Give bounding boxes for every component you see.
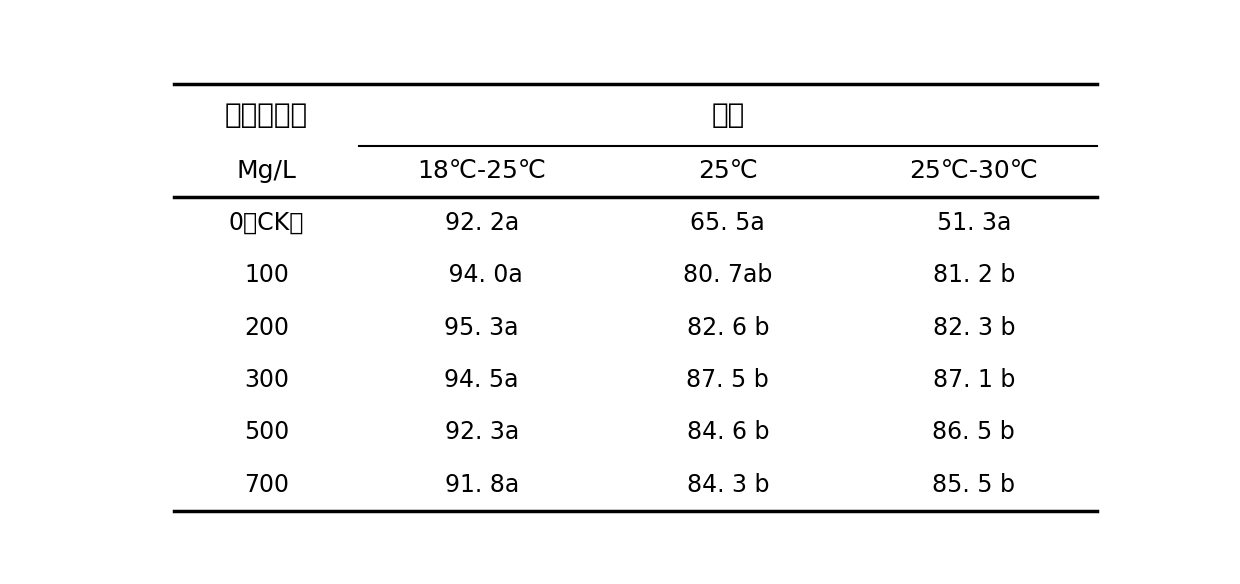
Text: 91. 8a: 91. 8a [445, 472, 518, 496]
Text: 95. 3a: 95. 3a [444, 315, 520, 340]
Text: 25℃: 25℃ [698, 159, 758, 183]
Text: 87. 5 b: 87. 5 b [687, 368, 769, 392]
Text: 65. 5a: 65. 5a [691, 211, 765, 235]
Text: 300: 300 [244, 368, 289, 392]
Text: 82. 3 b: 82. 3 b [932, 315, 1016, 340]
Text: 94. 0a: 94. 0a [441, 263, 522, 287]
Text: 51. 3a: 51. 3a [936, 211, 1011, 235]
Text: 温度: 温度 [711, 100, 744, 128]
Text: 84. 6 b: 84. 6 b [687, 420, 769, 444]
Text: 赤霞素浓度: 赤霞素浓度 [224, 100, 308, 128]
Text: 18℃-25℃: 18℃-25℃ [417, 159, 547, 183]
Text: 200: 200 [244, 315, 289, 340]
Text: 700: 700 [244, 472, 289, 496]
Text: 85. 5 b: 85. 5 b [932, 472, 1016, 496]
Text: 500: 500 [244, 420, 289, 444]
Text: 25℃-30℃: 25℃-30℃ [909, 159, 1038, 183]
Text: 80. 7ab: 80. 7ab [683, 263, 773, 287]
Text: 87. 1 b: 87. 1 b [932, 368, 1016, 392]
Text: 82. 6 b: 82. 6 b [687, 315, 769, 340]
Text: 86. 5 b: 86. 5 b [932, 420, 1016, 444]
Text: 100: 100 [244, 263, 289, 287]
Text: 0（CK）: 0（CK） [229, 211, 304, 235]
Text: 92. 3a: 92. 3a [445, 420, 518, 444]
Text: 84. 3 b: 84. 3 b [687, 472, 769, 496]
Text: 94. 5a: 94. 5a [444, 368, 520, 392]
Text: 81. 2 b: 81. 2 b [932, 263, 1016, 287]
Text: Mg/L: Mg/L [237, 159, 296, 183]
Text: 92. 2a: 92. 2a [445, 211, 518, 235]
